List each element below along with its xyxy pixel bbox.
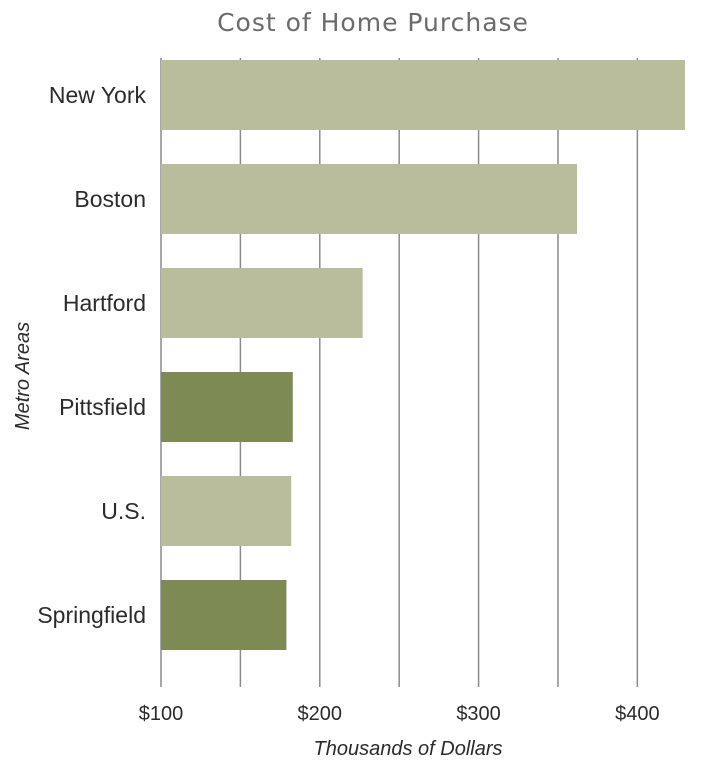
category-label: Boston	[74, 186, 146, 212]
x-tick-labels: $100 $200 $300 $400	[139, 703, 660, 725]
bar	[161, 372, 293, 442]
chart-title: Cost of Home Purchase	[217, 8, 529, 37]
category-label: Hartford	[63, 290, 146, 316]
bar	[161, 60, 685, 130]
x-tick-label: $300	[456, 703, 501, 725]
category-label: New York	[49, 82, 147, 108]
bar	[161, 580, 287, 650]
category-label: Springfield	[37, 602, 146, 628]
y-axis-title: Metro Areas	[12, 322, 34, 430]
gridlines	[160, 58, 639, 687]
bar	[161, 268, 363, 338]
x-tick-label: $400	[615, 703, 660, 725]
x-tick-label: $100	[139, 703, 184, 725]
bar	[161, 164, 578, 234]
category-label: Pittsfield	[59, 394, 146, 420]
x-axis-title: Thousands of Dollars	[314, 738, 503, 760]
category-label: U.S.	[101, 498, 146, 524]
category-labels: New York Boston Hartford Pittsfield U.S. Spri…	[37, 82, 146, 628]
bars	[161, 60, 685, 650]
bar	[161, 476, 292, 546]
x-tick-label: $200	[298, 703, 343, 725]
